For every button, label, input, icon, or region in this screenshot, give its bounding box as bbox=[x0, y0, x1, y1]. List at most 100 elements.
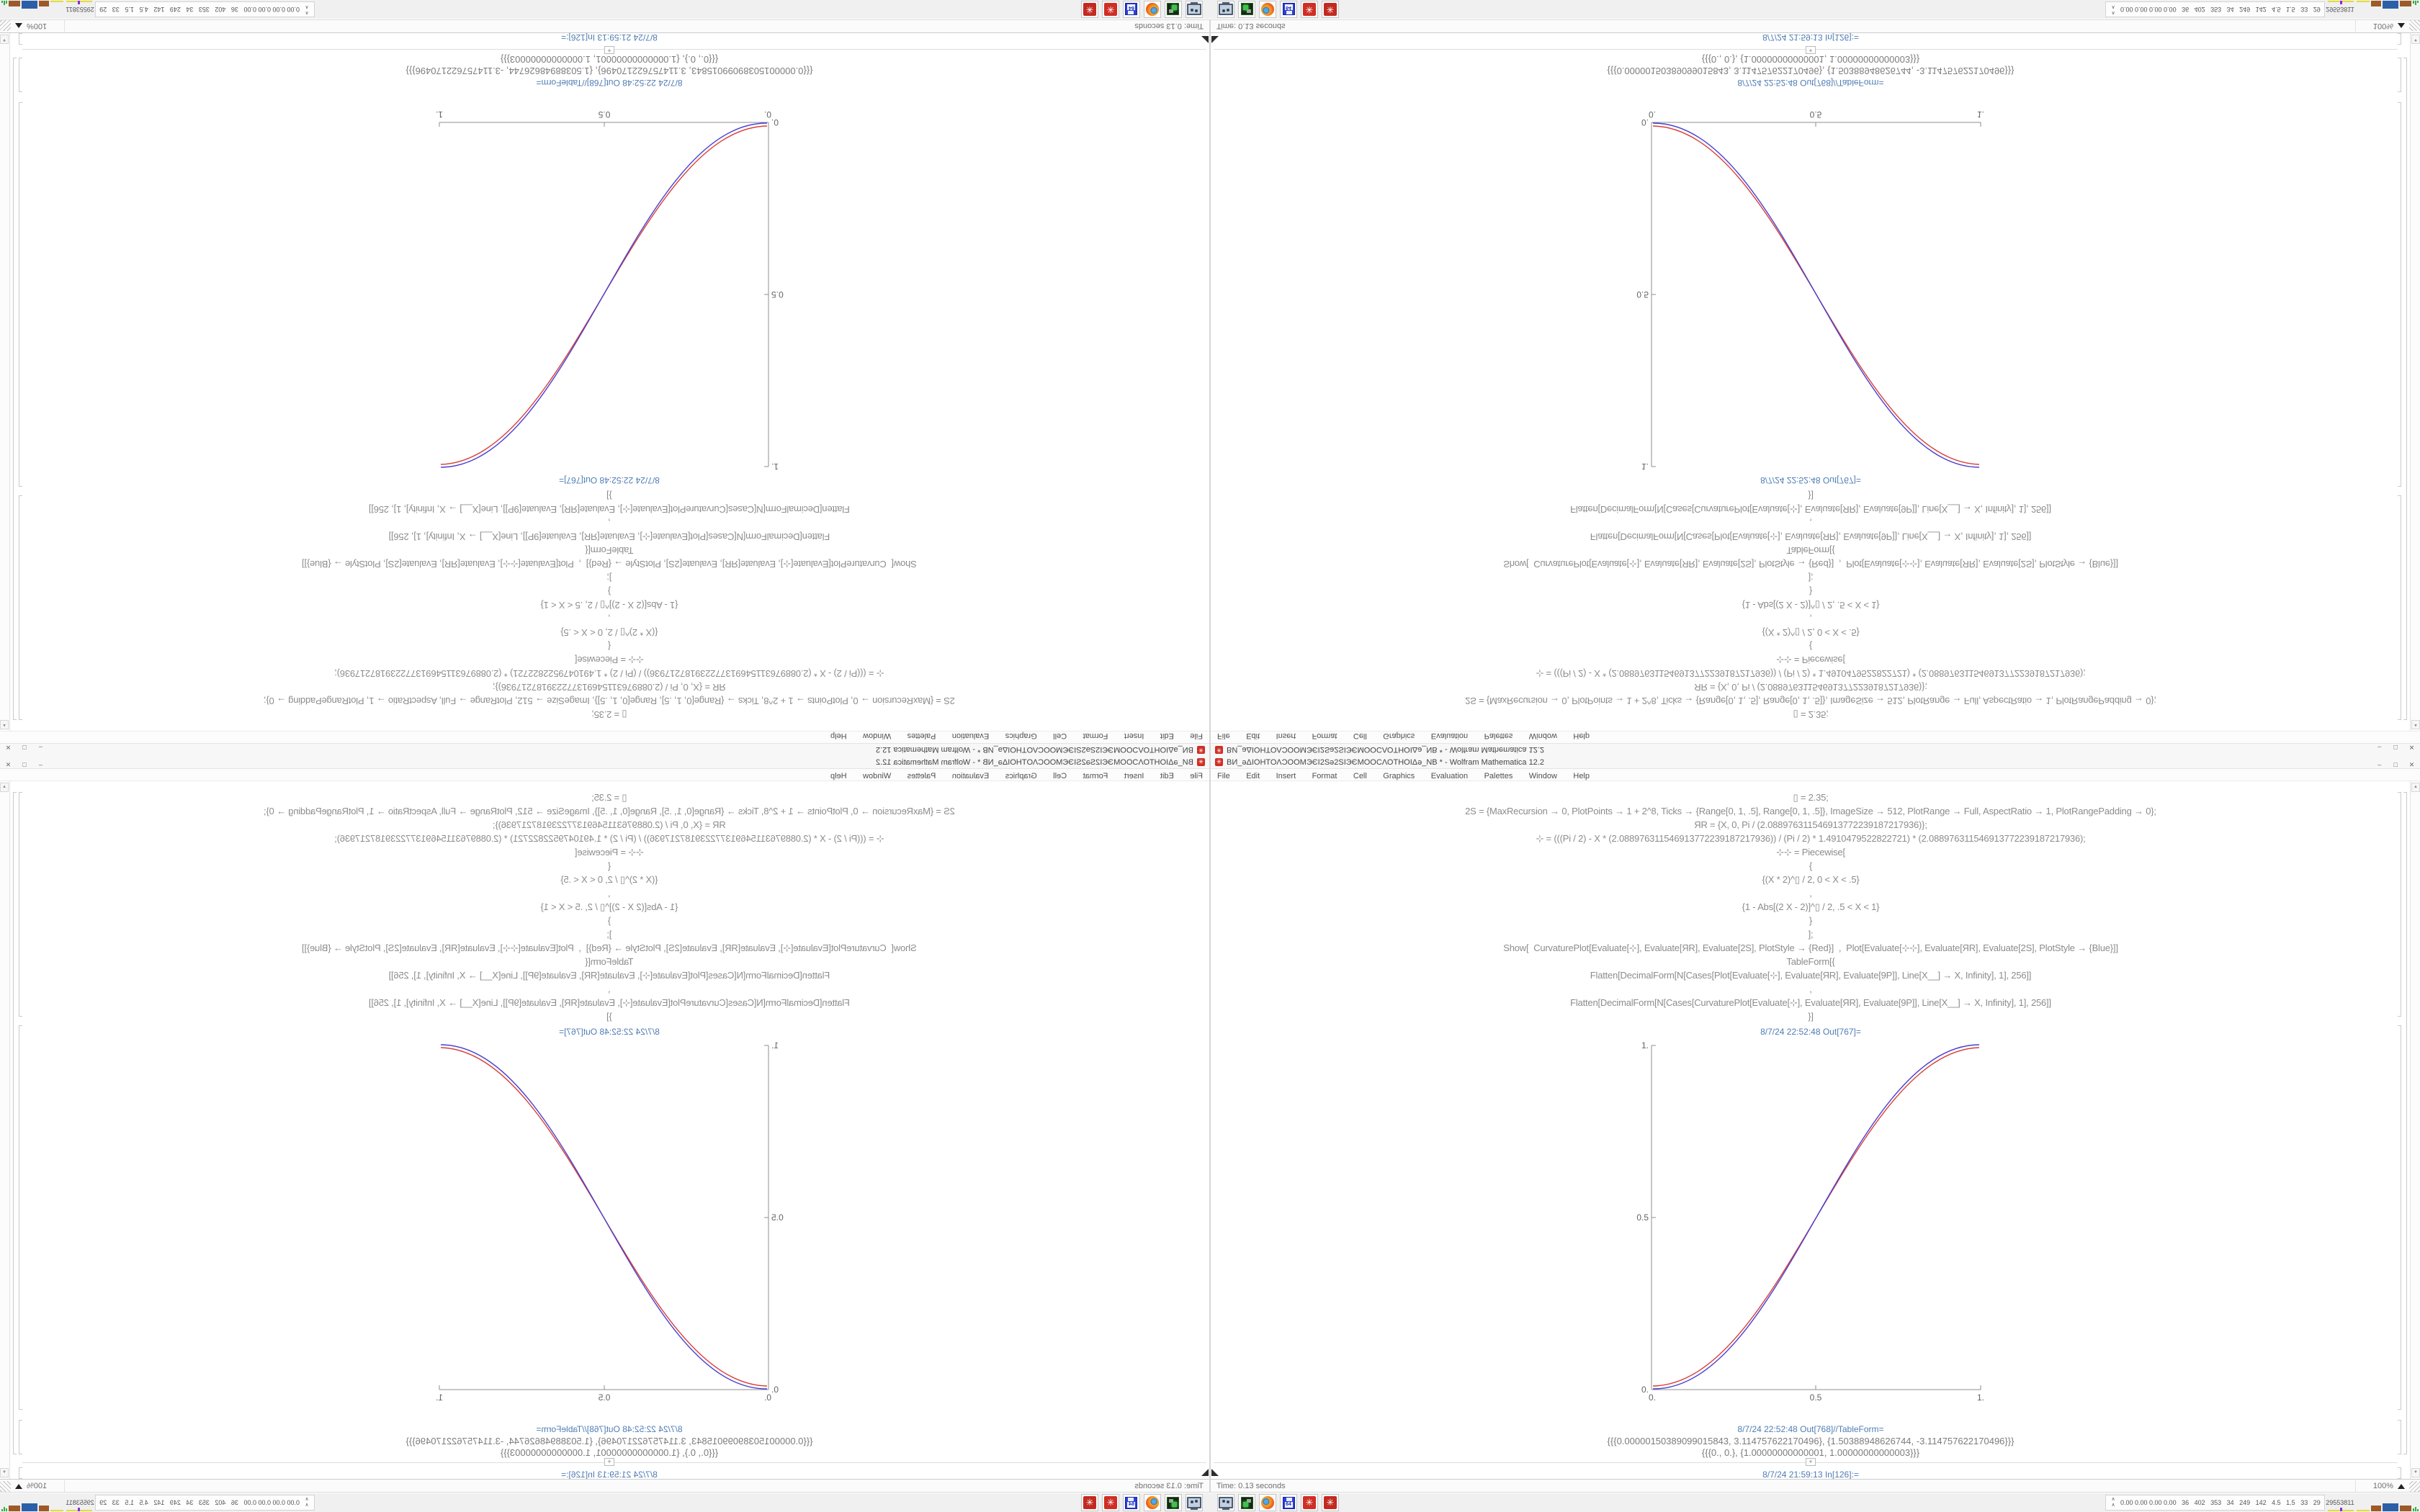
minimize-button[interactable]: – bbox=[2378, 744, 2382, 751]
notebook-content[interactable]: ▯ = 2.35; 2S = {MaxRecursion → 0, PlotPo… bbox=[9, 33, 1209, 731]
input-line[interactable]: {(X * 2)^▯ / 2, 0 < X < .5} bbox=[1762, 874, 1860, 885]
input-line[interactable]: ЯR = {X, 0, Pi / (2.08897631154691377223… bbox=[493, 682, 726, 693]
cell-insert-plus[interactable]: + bbox=[604, 46, 614, 54]
input-line[interactable]: 2S = {MaxRecursion → 0, PlotPoints → 1 +… bbox=[1465, 806, 2156, 816]
menu-graphics[interactable]: Graphics bbox=[1005, 772, 1037, 780]
input-line[interactable]: { bbox=[607, 860, 611, 871]
vertical-scrollbar[interactable]: ▲ ▼ bbox=[0, 781, 10, 1479]
input-line[interactable]: {(X * 2)^▯ / 2, 0 < X < .5} bbox=[1762, 627, 1860, 638]
plot-cell-bracket[interactable] bbox=[19, 102, 22, 487]
cell-insert-line[interactable] bbox=[22, 49, 1206, 50]
menu-format[interactable]: Format bbox=[1083, 772, 1108, 780]
input-line[interactable]: { bbox=[1809, 641, 1813, 652]
input-line[interactable]: , bbox=[608, 613, 611, 624]
menu-file[interactable]: File bbox=[1190, 732, 1203, 740]
taskbar-item-floppy64[interactable]: 64 bbox=[1123, 1494, 1140, 1511]
input-line[interactable]: { bbox=[1809, 860, 1813, 871]
menu-window[interactable]: Window bbox=[1528, 732, 1557, 740]
input-line[interactable]: Flatten[DecimalForm[N[Cases[Plot[Evaluat… bbox=[1590, 970, 2032, 981]
input-line[interactable]: }] bbox=[1808, 490, 1814, 501]
close-button[interactable]: ✕ bbox=[5, 744, 12, 751]
input-line[interactable]: ⊹ = (((Pi / 2) - X * (2.0889763115469137… bbox=[1536, 833, 2086, 844]
input-line[interactable]: {1 - Abs[(2 X - 2)]^▯ / 2, .5 < X < 1} bbox=[1742, 901, 1880, 912]
menu-palettes[interactable]: Palettes bbox=[1484, 772, 1513, 780]
input-line[interactable]: ▯ = 2.35; bbox=[1793, 792, 1829, 803]
input-line[interactable]: }] bbox=[606, 490, 612, 501]
resize-grip[interactable] bbox=[2409, 19, 2420, 31]
scroll-down-button[interactable]: ▼ bbox=[0, 35, 9, 44]
menu-help[interactable]: Help bbox=[830, 772, 847, 780]
menu-help[interactable]: Help bbox=[1573, 732, 1590, 740]
input-line[interactable]: , bbox=[608, 518, 611, 528]
taskbar-item-mathematica[interactable]: ✳ bbox=[1102, 1494, 1119, 1511]
input-line[interactable]: Show[ CurvaturePlot[Evaluate[⊹], Evaluat… bbox=[1503, 559, 2118, 570]
scroll-up-button[interactable]: ▲ bbox=[0, 720, 9, 729]
zoom-triangle-icon[interactable] bbox=[2398, 1484, 2405, 1489]
input-line[interactable]: , bbox=[1809, 888, 1812, 899]
taskbar-item-firefox[interactable] bbox=[1259, 1, 1276, 18]
input-line[interactable]: }] bbox=[1808, 1011, 1814, 1022]
input-line[interactable]: ▯ = 2.35; bbox=[591, 792, 627, 803]
window-titlebar[interactable]: ✳ ВИ_əΔΙΟΗΤΟΛƆΟΟΜЭЄΙ2Sə2SΙЭЄΜΟΟCΛΟΤΗΟΙΔə… bbox=[1211, 743, 2420, 756]
menu-insert[interactable]: Insert bbox=[1276, 732, 1296, 740]
scroll-up-button[interactable]: ▲ bbox=[0, 783, 9, 792]
menu-format[interactable]: Format bbox=[1312, 772, 1337, 780]
vertical-scrollbar[interactable]: ▲ ▼ bbox=[0, 33, 10, 731]
tray-expander-icon[interactable]: ∧ ∧ bbox=[305, 1497, 309, 1508]
menu-evaluation[interactable]: Evaluation bbox=[1430, 772, 1469, 780]
input-line[interactable]: } bbox=[607, 915, 611, 926]
menu-graphics[interactable]: Graphics bbox=[1383, 732, 1415, 740]
close-button[interactable]: ✕ bbox=[2408, 744, 2415, 751]
taskbar-item-disk-utility[interactable] bbox=[1238, 1494, 1255, 1511]
menu-format[interactable]: Format bbox=[1312, 732, 1337, 740]
in-cell-bracket[interactable] bbox=[2398, 33, 2401, 45]
plot-cell-bracket[interactable] bbox=[2398, 1025, 2401, 1410]
cell-insert-plus[interactable]: + bbox=[604, 1458, 614, 1466]
input-line[interactable]: ▯ = 2.35; bbox=[1793, 709, 1829, 720]
input-line[interactable]: {(X * 2)^▯ / 2, 0 < X < .5} bbox=[560, 627, 658, 638]
vertical-scrollbar[interactable]: ▲ ▼ bbox=[2410, 781, 2420, 1479]
tray-expander-icon[interactable]: ∧ ∧ bbox=[305, 4, 309, 15]
input-cell-bracket[interactable] bbox=[2398, 792, 2401, 1017]
menu-window[interactable]: Window bbox=[1528, 772, 1557, 780]
zoom-level[interactable]: 100% bbox=[27, 1482, 48, 1490]
menu-cell[interactable]: Cell bbox=[1353, 772, 1367, 780]
zoom-triangle-icon[interactable] bbox=[15, 23, 22, 28]
input-line[interactable]: Flatten[DecimalForm[N[Cases[Plot[Evaluat… bbox=[388, 531, 830, 542]
input-line[interactable]: Show[ CurvaturePlot[Evaluate[⊹], Evaluat… bbox=[302, 942, 917, 953]
input-line[interactable]: Flatten[DecimalForm[N[Cases[CurvaturePlo… bbox=[369, 504, 850, 515]
menu-evaluation[interactable]: Evaluation bbox=[1430, 732, 1469, 740]
input-line[interactable]: ⊹⊹ = Piecewise[ bbox=[575, 847, 644, 858]
menu-file[interactable]: File bbox=[1190, 772, 1203, 780]
maximize-button[interactable]: □ bbox=[2393, 744, 2398, 751]
cell-insert-line[interactable] bbox=[22, 1462, 1206, 1463]
taskbar-item-disk-utility[interactable] bbox=[1165, 1494, 1182, 1511]
taskbar-item-floppy64[interactable]: 64 bbox=[1123, 1, 1140, 18]
input-line[interactable]: {(X * 2)^▯ / 2, 0 < X < .5} bbox=[560, 874, 658, 885]
notebook-content[interactable]: ▯ = 2.35; 2S = {MaxRecursion → 0, PlotPo… bbox=[1211, 33, 2411, 731]
table-cell-bracket[interactable] bbox=[2398, 1420, 2401, 1454]
taskbar-item-firefox[interactable] bbox=[1144, 1494, 1161, 1511]
menu-window[interactable]: Window bbox=[863, 732, 892, 740]
input-line[interactable]: Flatten[DecimalForm[N[Cases[CurvaturePlo… bbox=[1570, 504, 2051, 515]
input-line[interactable]: ]; bbox=[1808, 572, 1814, 583]
menu-evaluation[interactable]: Evaluation bbox=[951, 732, 990, 740]
menu-edit[interactable]: Edit bbox=[1246, 772, 1260, 780]
taskbar-item-mathematica-alt[interactable]: ✳ bbox=[1081, 1494, 1098, 1511]
cell-group-bracket[interactable] bbox=[13, 792, 17, 1454]
menu-help[interactable]: Help bbox=[830, 732, 847, 740]
menu-graphics[interactable]: Graphics bbox=[1383, 772, 1415, 780]
menu-edit[interactable]: Edit bbox=[1160, 772, 1174, 780]
input-line[interactable]: ⊹ = (((Pi / 2) - X * (2.0889763115469137… bbox=[334, 833, 884, 844]
input-line[interactable]: TableForm[{ bbox=[1786, 956, 1835, 967]
menu-file[interactable]: File bbox=[1217, 772, 1230, 780]
input-line[interactable]: 2S = {MaxRecursion → 0, PlotPoints → 1 +… bbox=[264, 806, 955, 816]
menu-palettes[interactable]: Palettes bbox=[1484, 732, 1513, 740]
vertical-scrollbar[interactable]: ▲ ▼ bbox=[2410, 33, 2420, 731]
cell-insert-plus[interactable]: + bbox=[1806, 1458, 1816, 1466]
close-button[interactable]: ✕ bbox=[2408, 761, 2415, 768]
taskbar-item-firefox[interactable] bbox=[1144, 1, 1161, 18]
maximize-button[interactable]: □ bbox=[22, 744, 27, 751]
cell-insert-plus[interactable]: + bbox=[1806, 46, 1816, 54]
menu-insert[interactable]: Insert bbox=[1124, 772, 1144, 780]
